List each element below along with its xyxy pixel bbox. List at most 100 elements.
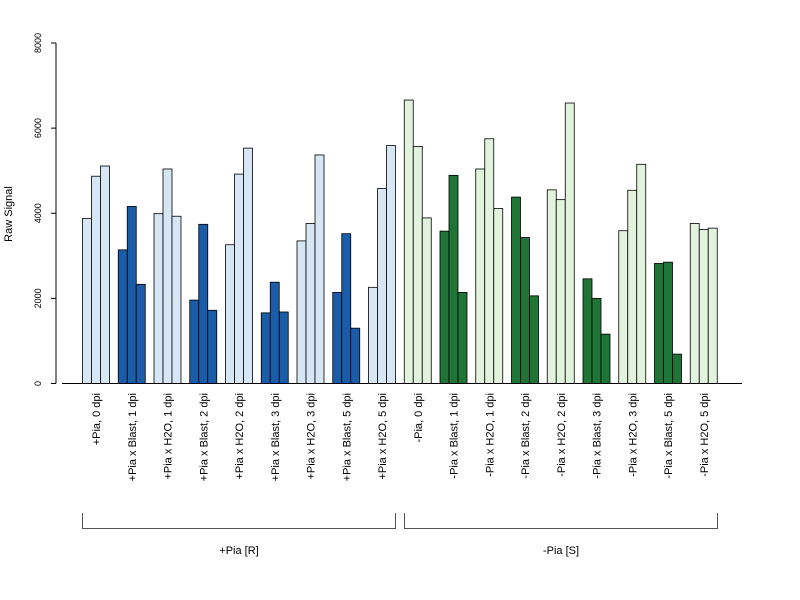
bar <box>591 297 602 384</box>
bar <box>689 223 700 384</box>
bar-group <box>475 138 504 384</box>
bar <box>475 168 486 384</box>
bar <box>305 223 316 384</box>
y-axis-title: Raw Signal <box>3 186 15 242</box>
category-label: +Pia x H2O, 2 dpi <box>234 393 246 480</box>
bar <box>484 138 495 384</box>
bracket-line <box>82 513 396 529</box>
bar <box>439 230 450 384</box>
bar <box>511 196 521 384</box>
category-label: -Pia x H2O, 5 dpi <box>699 393 711 477</box>
bar <box>386 145 396 384</box>
bar <box>126 206 137 384</box>
category-label: +Pia x Blast, 2 dpi <box>198 393 210 481</box>
category-label: -Pia x Blast, 5 dpi <box>663 393 675 479</box>
bar <box>296 240 307 384</box>
bar <box>135 283 146 384</box>
bar <box>117 249 128 384</box>
y-tick-label: 8000 <box>33 33 43 53</box>
category-label: +Pia x Blast, 3 dpi <box>270 393 282 481</box>
bar <box>627 189 638 384</box>
category-label: -Pia x Blast, 2 dpi <box>520 393 532 479</box>
bar <box>207 309 218 384</box>
bar-group <box>403 99 432 384</box>
bar-group <box>296 154 325 384</box>
group-label: +Pia [R] <box>219 545 258 557</box>
bar <box>707 227 718 384</box>
bar <box>663 261 673 384</box>
y-axis: 0 2000 4000 6000 8000 <box>33 33 57 386</box>
bar-group <box>439 174 468 384</box>
bar <box>421 217 432 384</box>
category-labels: +Pia, 0 dpi +Pia x Blast, 1 dpi +Pia x H2O… <box>91 393 711 481</box>
bar <box>412 146 423 384</box>
category-label: -Pia x H2O, 1 dpi <box>484 393 496 477</box>
bar-group <box>511 196 539 384</box>
bar <box>368 286 378 384</box>
group-label: -Pia [S] <box>543 545 579 557</box>
bar <box>529 295 539 384</box>
bar-group <box>260 281 289 384</box>
bar <box>269 281 280 384</box>
bar <box>243 147 253 384</box>
category-label: +Pia x Blast, 1 dpi <box>127 393 139 481</box>
category-label: -Pia, 0 dpi <box>413 393 425 443</box>
bar-group <box>117 206 146 384</box>
y-tick-label: 0 <box>33 381 43 386</box>
bar <box>520 237 530 384</box>
y-tick-label: 6000 <box>33 118 43 138</box>
category-label: -Pia x H2O, 3 dpi <box>627 393 639 477</box>
bar <box>457 292 468 384</box>
bar <box>698 229 709 384</box>
group-bracket: -Pia [S] <box>404 513 718 557</box>
bar <box>260 312 271 384</box>
category-label: -Pia x Blast, 1 dpi <box>449 393 461 479</box>
bar <box>350 327 361 384</box>
bar <box>332 292 343 384</box>
bar <box>636 163 647 384</box>
group-brackets: +Pia [R] -Pia [S] <box>82 513 718 557</box>
category-label: +Pia x Blast, 5 dpi <box>341 393 353 481</box>
bar-group <box>368 145 396 384</box>
bar-group <box>618 163 647 384</box>
bar <box>171 215 182 384</box>
bar <box>654 263 664 384</box>
y-tick-label: 4000 <box>33 203 43 223</box>
bar <box>198 223 209 384</box>
bar <box>493 208 504 384</box>
bar <box>377 188 387 384</box>
bar <box>403 99 414 384</box>
bar <box>600 333 611 384</box>
bar <box>672 353 682 384</box>
bar <box>564 102 575 384</box>
bar <box>618 230 629 384</box>
group-bracket: +Pia [R] <box>82 513 396 557</box>
bar-group <box>582 278 611 384</box>
bar <box>341 233 352 384</box>
bar-group <box>153 168 182 384</box>
bar <box>153 213 164 384</box>
bar <box>91 175 101 384</box>
category-label: +Pia x H2O, 1 dpi <box>163 393 175 480</box>
bar <box>582 278 593 384</box>
bars <box>82 99 718 384</box>
bar <box>189 299 200 384</box>
bar-group <box>82 165 110 384</box>
bar <box>546 189 557 384</box>
bracket-line <box>404 513 718 529</box>
bar-group <box>225 147 253 384</box>
bar <box>100 165 110 384</box>
category-label: +Pia x H2O, 5 dpi <box>377 393 389 480</box>
bar-group <box>332 233 361 384</box>
category-label: +Pia x H2O, 3 dpi <box>306 393 318 480</box>
bar <box>278 311 289 384</box>
bar-group <box>189 223 218 384</box>
y-tick-label: 2000 <box>33 288 43 308</box>
category-label: -Pia x Blast, 3 dpi <box>592 393 604 479</box>
bar-group <box>654 261 682 384</box>
category-label: -Pia x H2O, 2 dpi <box>556 393 568 477</box>
bar <box>162 168 173 384</box>
bar <box>314 154 325 384</box>
bar <box>448 174 459 384</box>
bar-group <box>546 102 575 384</box>
